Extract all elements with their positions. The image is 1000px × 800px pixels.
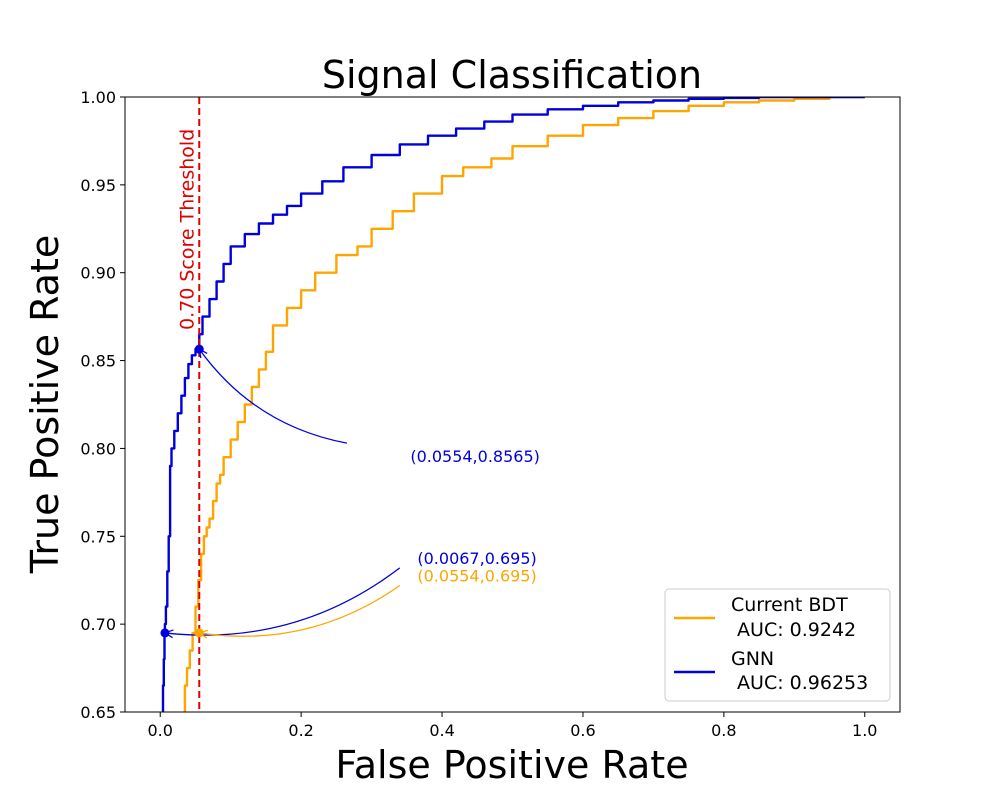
legend: Current BDT AUC: 0.9242 GNN AUC: 0.96253 <box>664 588 891 702</box>
chart-title: Signal Classification <box>322 53 702 97</box>
annotation-label: (0.0554,0.8565) <box>410 447 540 466</box>
x-axis-ticks: 0.0 0.2 0.4 0.6 0.8 1.0 <box>148 712 877 740</box>
legend-label-gnn: GNN <box>731 648 774 670</box>
plot-frame <box>124 96 901 713</box>
x-tick-label: 0.4 <box>429 721 454 740</box>
legend-box <box>664 588 891 702</box>
annotation-layer: (0.0554,0.8565) (0.0067,0.695)(0.0554,0.6… <box>160 344 540 639</box>
x-axis-label: False Positive Rate <box>335 743 688 787</box>
annotation-point <box>160 628 170 638</box>
y-tick-label: 0.70 <box>80 615 116 634</box>
x-tick-label: 0.2 <box>288 721 313 740</box>
y-tick-label: 1.00 <box>80 88 116 107</box>
x-tick-label: 0.6 <box>570 721 595 740</box>
threshold-layer: 0.70 Score Threshold <box>176 97 201 712</box>
threshold-label: 0.70 Score Threshold <box>176 129 198 330</box>
x-tick-label: 0.8 <box>711 721 736 740</box>
legend-label-current-bdt: Current BDT <box>731 594 848 616</box>
legend-auc-gnn: AUC: 0.96253 <box>731 672 868 694</box>
y-tick-label: 0.75 <box>80 527 116 546</box>
x-tick-label: 1.0 <box>852 721 877 740</box>
annotation-arrow <box>198 348 348 444</box>
annotation-label: (0.0554,0.695) <box>417 567 536 586</box>
y-tick-label: 0.65 <box>80 703 116 722</box>
y-axis-ticks: 0.65 0.70 0.75 0.80 0.85 0.90 0.95 1.00 <box>80 88 125 722</box>
annotation-label: (0.0067,0.695) <box>417 549 536 568</box>
y-tick-label: 0.85 <box>80 352 116 371</box>
series-line-current-bdt <box>183 97 865 712</box>
legend-auc-current-bdt: AUC: 0.9242 <box>731 619 856 641</box>
series-line-gnn <box>161 97 865 712</box>
y-axis-label: True Positive Rate <box>23 235 67 575</box>
annotation-arrow <box>199 584 401 637</box>
y-tick-label: 0.80 <box>80 439 116 458</box>
y-tick-label: 0.95 <box>80 176 116 195</box>
annotation-point <box>194 628 204 638</box>
series-layer <box>161 97 865 712</box>
y-tick-label: 0.90 <box>80 264 116 283</box>
annotation-point <box>194 344 204 354</box>
x-tick-label: 0.0 <box>148 721 173 740</box>
